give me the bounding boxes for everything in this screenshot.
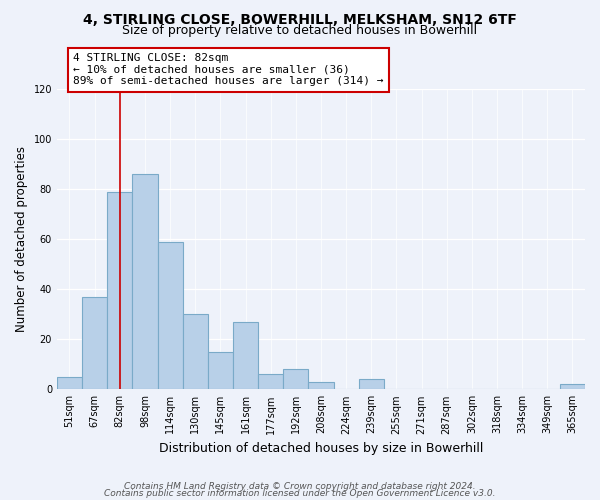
Text: 4, STIRLING CLOSE, BOWERHILL, MELKSHAM, SN12 6TF: 4, STIRLING CLOSE, BOWERHILL, MELKSHAM, … xyxy=(83,12,517,26)
Text: Contains public sector information licensed under the Open Government Licence v3: Contains public sector information licen… xyxy=(104,489,496,498)
Y-axis label: Number of detached properties: Number of detached properties xyxy=(15,146,28,332)
Bar xyxy=(283,370,308,390)
Bar xyxy=(158,242,182,390)
Bar xyxy=(560,384,585,390)
Bar xyxy=(359,380,384,390)
Text: 4 STIRLING CLOSE: 82sqm
← 10% of detached houses are smaller (36)
89% of semi-de: 4 STIRLING CLOSE: 82sqm ← 10% of detache… xyxy=(73,53,384,86)
Text: Size of property relative to detached houses in Bowerhill: Size of property relative to detached ho… xyxy=(122,24,478,37)
Bar xyxy=(308,382,334,390)
Bar xyxy=(258,374,283,390)
Bar xyxy=(57,377,82,390)
Bar xyxy=(208,352,233,390)
Bar xyxy=(82,296,107,390)
Bar xyxy=(107,192,133,390)
Bar xyxy=(182,314,208,390)
Bar xyxy=(133,174,158,390)
Text: Contains HM Land Registry data © Crown copyright and database right 2024.: Contains HM Land Registry data © Crown c… xyxy=(124,482,476,491)
X-axis label: Distribution of detached houses by size in Bowerhill: Distribution of detached houses by size … xyxy=(159,442,483,455)
Bar xyxy=(233,322,258,390)
